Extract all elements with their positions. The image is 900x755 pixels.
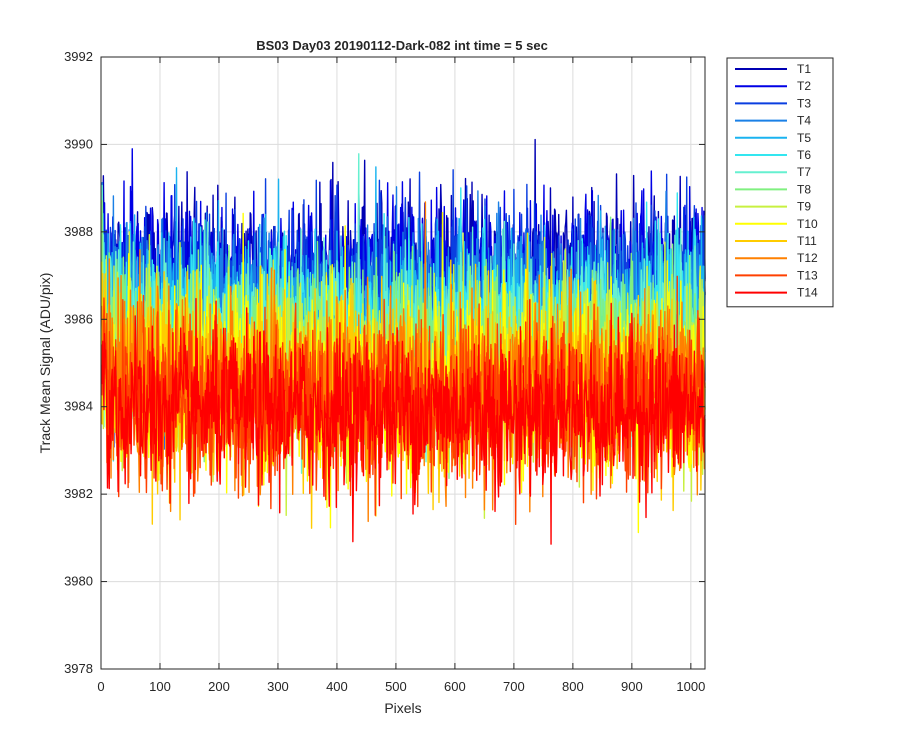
x-tick-label: 200 <box>208 679 230 694</box>
axis-ticks: 0 100 200 300 400 500 600 700 800 900 1000 3978 3980… <box>64 49 705 694</box>
y-tick-label: 3986 <box>64 311 93 326</box>
legend-label: T1 <box>797 62 811 76</box>
x-tick-label: 1000 <box>676 679 705 694</box>
x-tick-label: 800 <box>562 679 584 694</box>
x-tick-label: 100 <box>149 679 171 694</box>
legend-label: T11 <box>797 234 817 248</box>
x-tick-label: 0 <box>97 679 104 694</box>
legend-box <box>726 57 834 308</box>
y-tick-label: 3984 <box>64 399 93 414</box>
y-axis-label: Track Mean Signal (ADU/pix) <box>37 273 53 454</box>
y-tick-label: 3980 <box>64 574 93 589</box>
chart-title: BS03 Day03 20190112-Dark-082 int time = … <box>256 38 548 53</box>
y-tick-label: 3978 <box>64 661 93 676</box>
legend-label: T14 <box>797 286 818 300</box>
y-tick-label: 3990 <box>64 136 93 151</box>
legend-label: T7 <box>797 165 811 179</box>
legend-label: T10 <box>797 217 818 231</box>
x-tick-label: 500 <box>385 679 407 694</box>
x-tick-label: 300 <box>267 679 289 694</box>
legend-label: T2 <box>797 79 811 93</box>
legend-label: T3 <box>797 96 811 110</box>
legend-label: T5 <box>797 131 811 145</box>
x-axis-label: Pixels <box>384 700 421 716</box>
plot-frame <box>100 56 706 670</box>
series-line-t14 <box>100 297 706 545</box>
legend-label: T12 <box>797 251 818 265</box>
x-tick-label: 600 <box>444 679 466 694</box>
x-tick-label: 900 <box>621 679 643 694</box>
y-tick-label: 3992 <box>64 49 93 64</box>
legend: T1 T2 T3 T4 T5 T6 T7 T8 T9 T10 T11 T12 T13 T14 <box>726 57 834 308</box>
legend-label: T13 <box>797 268 818 282</box>
legend-label: T4 <box>797 114 811 128</box>
legend-label: T9 <box>797 200 811 214</box>
x-tick-label: 400 <box>326 679 348 694</box>
legend-label: T8 <box>797 182 811 196</box>
x-tick-label: 700 <box>503 679 525 694</box>
series-lines <box>100 138 706 545</box>
legend-label: T6 <box>797 148 811 162</box>
y-tick-label: 3988 <box>64 224 93 239</box>
y-tick-label: 3982 <box>64 486 93 501</box>
